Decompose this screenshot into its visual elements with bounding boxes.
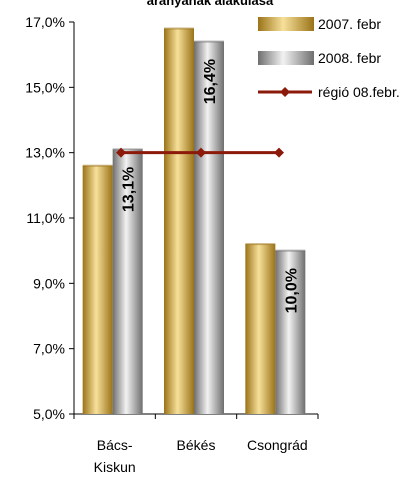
region-marker [116,147,126,158]
region-line [116,147,284,158]
y-tick-label: 7,0% [33,341,65,357]
y-tick-label: 15,0% [25,79,65,95]
x-category-label: Békés [177,437,216,453]
region-marker [274,147,284,158]
bar-2007 [245,244,276,414]
legend: 2007. febr 2008. febr régió 08.febr. [258,16,400,100]
y-axis: 5,0% 7,0% 9,0% 11,0% 13,0% 15,0% 17,0% [25,14,75,422]
bar-2008 [194,41,224,414]
x-axis: Bács- Kiskun Békés Csongrád [73,413,319,475]
x-category-label: Kiskun [94,459,136,475]
legend-swatch [258,51,314,65]
data-labels: 13,1% 16,4% 10,0% [121,59,301,313]
x-category-label: Bács- [97,437,133,453]
y-tick-label: 11,0% [26,210,65,226]
y-tick-label: 17,0% [25,14,65,30]
legend-swatch [258,17,314,31]
y-tick-label: 13,0% [25,145,65,161]
y-tick-label: 5,0% [33,406,65,422]
chart-title: arányának alakulása [147,0,274,8]
x-category-label: Csongrád [247,437,308,453]
data-label: 16,4% [202,59,219,104]
bar-2008 [112,149,143,414]
legend-label: 2008. febr [318,50,381,66]
bar-2008 [275,250,306,414]
bar-2007 [164,28,194,415]
legend-label: 2007. febr [318,16,381,32]
data-label: 10,0% [283,268,300,313]
legend-label: régió 08.febr. [318,84,400,100]
data-label: 13,1% [121,167,138,212]
region-marker [196,147,206,158]
y-tick-label: 9,0% [33,275,65,291]
bars [82,27,306,415]
bar-2007 [82,165,113,414]
